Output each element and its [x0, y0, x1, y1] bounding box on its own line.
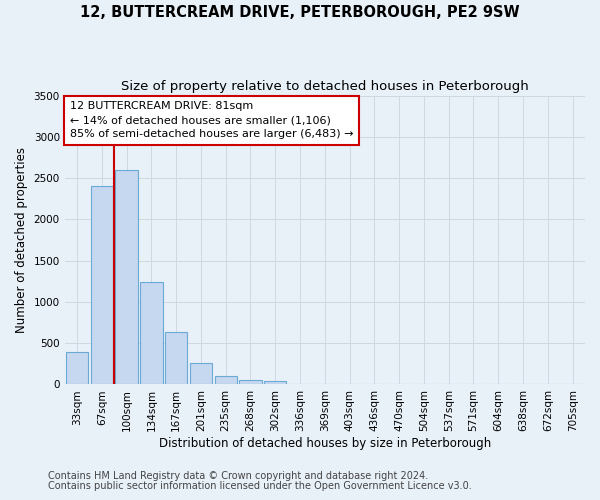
Title: Size of property relative to detached houses in Peterborough: Size of property relative to detached ho… [121, 80, 529, 93]
Text: 12, BUTTERCREAM DRIVE, PETERBOROUGH, PE2 9SW: 12, BUTTERCREAM DRIVE, PETERBOROUGH, PE2… [80, 5, 520, 20]
Text: Contains HM Land Registry data © Crown copyright and database right 2024.: Contains HM Land Registry data © Crown c… [48, 471, 428, 481]
Y-axis label: Number of detached properties: Number of detached properties [15, 147, 28, 333]
X-axis label: Distribution of detached houses by size in Peterborough: Distribution of detached houses by size … [159, 437, 491, 450]
Bar [140, 282, 163, 384]
Bar [190, 364, 212, 384]
Bar [215, 376, 237, 384]
Bar [91, 186, 113, 384]
Bar [264, 380, 286, 384]
Text: Contains public sector information licensed under the Open Government Licence v3: Contains public sector information licen… [48, 481, 472, 491]
Bar [66, 352, 88, 384]
Text: 12 BUTTERCREAM DRIVE: 81sqm
← 14% of detached houses are smaller (1,106)
85% of : 12 BUTTERCREAM DRIVE: 81sqm ← 14% of det… [70, 102, 353, 140]
Bar [165, 332, 187, 384]
Bar [115, 170, 138, 384]
Bar [239, 380, 262, 384]
